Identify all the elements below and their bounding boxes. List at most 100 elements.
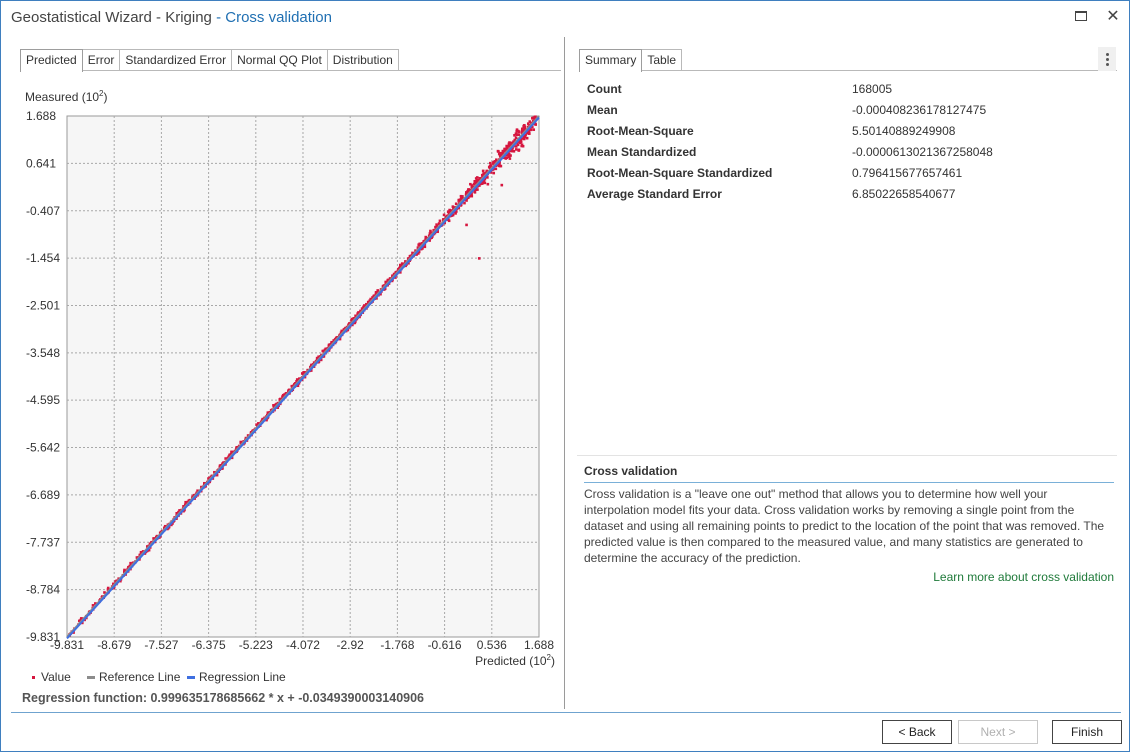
close-button[interactable]: ✕	[1102, 6, 1124, 28]
stat-label: Average Standard Error	[587, 187, 722, 201]
scatter-point	[519, 141, 522, 145]
more-options-icon[interactable]	[1098, 47, 1116, 71]
x-tick-label: -4.072	[286, 638, 320, 652]
scatter-point	[359, 309, 362, 313]
scatter-point	[150, 540, 153, 544]
scatter-point	[485, 169, 489, 173]
scatter-point	[435, 224, 439, 228]
legend-label: Value	[41, 670, 71, 684]
tab-table[interactable]: Table	[641, 49, 683, 71]
finish-button[interactable]: Finish	[1052, 720, 1122, 744]
scatter-point	[192, 493, 196, 497]
scatter-point	[352, 317, 356, 320]
scatter-point	[517, 148, 521, 152]
scatter-point	[184, 500, 187, 504]
scatter-point	[508, 157, 512, 160]
scatter-point	[520, 144, 523, 148]
stat-row-mean-standardized: Mean Standardized -0.0000613021367258048	[587, 145, 1107, 166]
title-bar: Geostatistical Wizard - Kriging - Cross …	[1, 1, 1129, 37]
scatter-point	[365, 302, 368, 306]
legend: Value Reference Line Regression Line	[32, 670, 286, 684]
scatter-point	[354, 314, 357, 318]
next-button[interactable]: Next >	[958, 720, 1038, 744]
scatter-point	[265, 418, 268, 422]
scatter-point	[170, 523, 173, 527]
stat-label: Mean	[587, 103, 618, 117]
x-tick-label: -7.527	[144, 638, 178, 652]
scatter-point	[500, 152, 504, 156]
scatter-point	[483, 177, 487, 181]
pane-divider[interactable]	[564, 37, 565, 709]
scatter-point	[523, 127, 527, 131]
scatter-point	[512, 149, 516, 153]
scatter-point	[430, 236, 433, 239]
grid	[67, 116, 539, 637]
scatter-point	[521, 128, 525, 132]
stat-row-rms-standardized: Root-Mean-Square Standardized 0.79641567…	[587, 166, 1107, 187]
scatter-point	[414, 249, 417, 252]
tab-summary[interactable]: Summary	[579, 49, 643, 72]
scatter-point	[483, 172, 486, 175]
y-tick-label: 1.688	[26, 109, 56, 123]
scatter-point	[411, 252, 415, 255]
info-divider	[584, 482, 1114, 483]
scatter-point	[526, 122, 530, 125]
tab-error[interactable]: Error	[81, 49, 121, 71]
scatter-point	[451, 205, 455, 208]
scatter-point	[119, 579, 122, 583]
scatter-point	[106, 586, 110, 590]
left-pane: Predicted Error Standardized Error Norma…	[1, 37, 564, 709]
stat-value: -0.000408236178127475	[852, 103, 987, 117]
scatter-point	[178, 509, 181, 512]
scatter-point	[257, 422, 260, 426]
stat-label: Mean Standardized	[587, 145, 697, 159]
scatter-point	[506, 145, 509, 149]
scatter-point	[523, 125, 527, 129]
scatter-point	[514, 148, 518, 151]
tab-normal-qq-plot[interactable]: Normal QQ Plot	[231, 49, 328, 71]
back-button[interactable]: < Back	[882, 720, 952, 744]
tab-distribution[interactable]: Distribution	[326, 49, 399, 71]
scatter-point	[416, 246, 420, 250]
scatter-point	[397, 267, 400, 271]
y-tick-label: -9.831	[26, 630, 60, 644]
scatter-point	[424, 235, 428, 239]
scatter-point	[442, 213, 446, 217]
scatter-point	[533, 116, 536, 119]
info-title: Cross validation	[584, 464, 678, 478]
scatter-point	[124, 569, 127, 573]
scatter-point	[523, 124, 526, 127]
scatter-chart: Measured (102) 1.688 0.641 -0.407 -1.454 -2.…	[25, 89, 555, 684]
x-tick-label: 0.536	[477, 638, 507, 652]
scatter-point	[505, 147, 509, 150]
scatter-point	[496, 149, 500, 153]
y-tick-label: -1.454	[26, 251, 60, 265]
title-accent: - Cross validation	[211, 9, 332, 26]
scatter-point	[224, 457, 227, 460]
scatter-point	[473, 191, 477, 194]
scatter-point	[514, 136, 518, 140]
scatter-point	[468, 194, 471, 198]
scatter-point	[488, 164, 492, 168]
stat-label: Root-Mean-Square Standardized	[587, 166, 773, 180]
legend-line-swatch	[87, 676, 95, 679]
tab-standardized-error[interactable]: Standardized Error	[119, 49, 233, 71]
scatter-point	[428, 239, 431, 242]
scatter-point	[532, 128, 536, 131]
tab-predicted[interactable]: Predicted	[20, 49, 83, 72]
scatter-point	[221, 467, 224, 470]
scatter-point	[435, 223, 438, 226]
scatter-point	[470, 185, 474, 188]
scatter-point	[384, 280, 388, 284]
scatter-point	[481, 169, 485, 173]
x-tick-label: 1.688	[524, 638, 554, 652]
scatter-point	[531, 116, 535, 120]
learn-more-link[interactable]: Learn more about cross validation	[933, 570, 1114, 584]
maximize-button[interactable]	[1070, 6, 1092, 28]
scatter-point	[409, 254, 412, 258]
scatter-point	[429, 229, 432, 233]
x-tick-labels: -9.831 -8.679 -7.527 -6.375 -5.223 -4.072 -2.9…	[50, 638, 554, 652]
scatter-point	[470, 192, 473, 196]
scatter-point	[296, 384, 300, 388]
right-tab-underline	[579, 70, 1117, 71]
